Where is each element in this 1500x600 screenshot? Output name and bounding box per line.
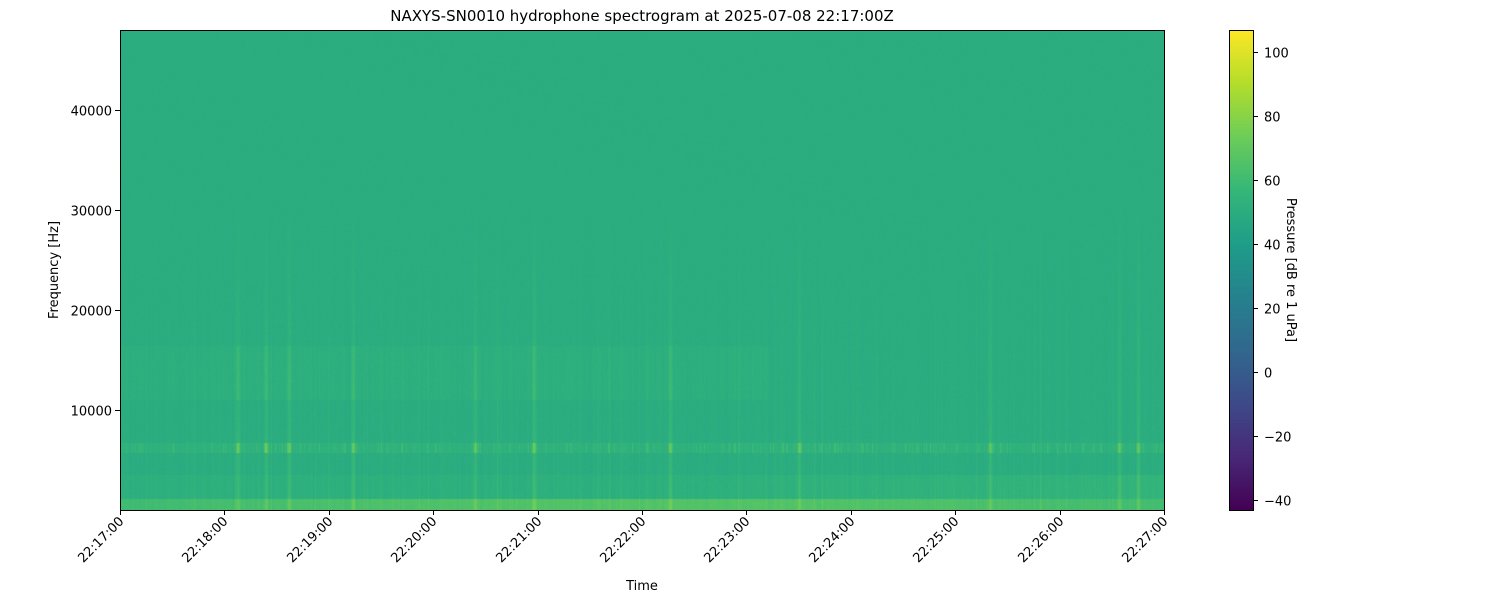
x-tick-label: 22:25:00: [910, 514, 962, 566]
x-tick-label: 22:17:00: [75, 514, 127, 566]
colorbar-tick-label: 60: [1264, 175, 1281, 190]
spectrogram-image: [120, 30, 1164, 510]
colorbar-tick-label: 20: [1264, 303, 1281, 318]
plot-frame: [120, 30, 1165, 511]
x-tick-label: 22:22:00: [597, 514, 649, 566]
y-axis-label: Frequency [Hz]: [47, 221, 62, 319]
x-axis-label: Time: [625, 579, 658, 594]
x-tick-label: 22:19:00: [284, 514, 336, 566]
colorbar-tick-label: 100: [1264, 47, 1289, 62]
colorbar-tick-label: 80: [1264, 111, 1281, 126]
y-tick-label: 30000: [71, 205, 112, 220]
y-axis: 10000 20000 30000 40000: [71, 105, 120, 420]
x-axis: 22:17:00 22:18:00 22:19:00 22:20:00 22:21:00…: [75, 510, 1171, 566]
colorbar-tick-label: 40: [1264, 239, 1281, 254]
x-tick-label: 22:18:00: [179, 514, 231, 566]
x-tick-label: 22:24:00: [806, 514, 858, 566]
x-tick-label: 22:26:00: [1015, 514, 1067, 566]
x-tick-label: 22:27:00: [1119, 514, 1171, 566]
colorbar-tick-label: −20: [1264, 431, 1291, 446]
chart-title: NAXYS-SN0010 hydrophone spectrogram at 2…: [390, 7, 894, 25]
colorbar-axis: −40 −20 0 20 40 60 80 100: [1253, 47, 1291, 510]
x-tick-label: 22:21:00: [493, 514, 545, 566]
y-tick-label: 10000: [71, 405, 112, 420]
y-tick-label: 40000: [71, 105, 112, 120]
colorbar-label: Pressure [dB re 1 uPa]: [1283, 198, 1298, 342]
colorbar-tick-label: 0: [1264, 367, 1272, 382]
colorbar-gradient: [1229, 30, 1253, 510]
colorbar-tick-label: −40: [1264, 495, 1291, 510]
x-tick-label: 22:20:00: [388, 514, 440, 566]
colorbar-frame: [1229, 30, 1254, 511]
y-tick-label: 20000: [71, 305, 112, 320]
x-tick-label: 22:23:00: [701, 514, 753, 566]
